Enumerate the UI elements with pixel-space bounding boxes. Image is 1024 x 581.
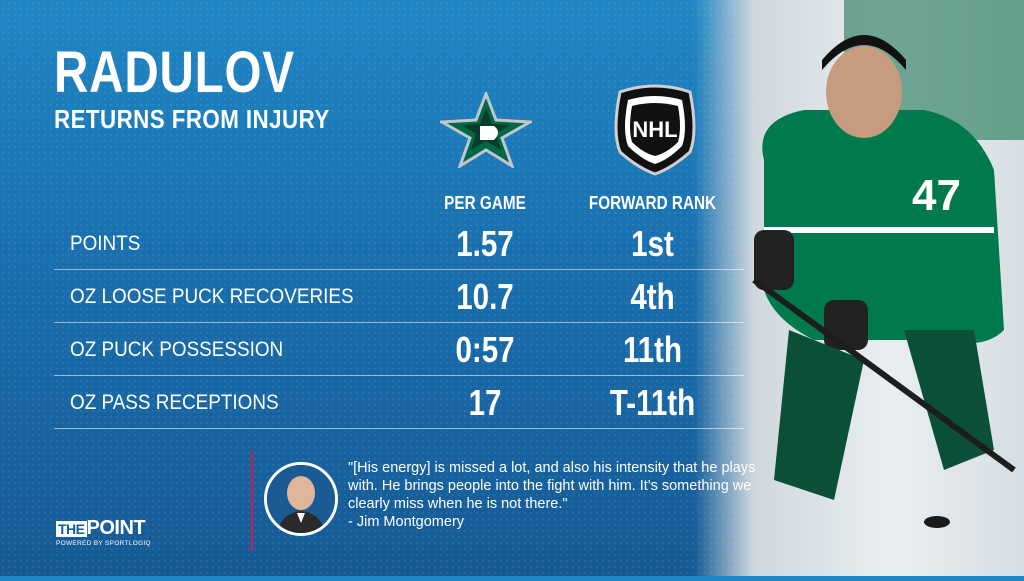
per-game-value: 0:57 [455,329,515,370]
page-subtitle: RETURNS FROM INJURY [54,104,330,134]
column-header-per-game: PER GAME [444,193,526,213]
quote-divider [251,451,253,551]
coach-quote: "[His energy] is missed a lot, and also … [348,459,768,531]
nhl-logo-text: NHL [632,117,677,142]
player-leg-right [904,330,994,470]
table-row: OZ LOOSE PUCK RECOVERIES 10.7 4th [54,269,744,323]
brand-the: THE [56,520,87,537]
hockey-stick [752,277,1016,473]
brand-tagline: POWERED BY SPORTLOGIQ [56,540,151,547]
brand-name: POINT [86,517,146,539]
page-title: RADULOV [54,40,295,105]
per-game-value: 17 [468,382,502,423]
player-photo: 47 [694,0,1024,576]
row-label: OZ PUCK POSSESSION [70,338,284,361]
brand-logo: THE POINT POWERED BY SPORTLOGIQ [56,518,151,547]
table-row: POINTS 1.57 1st [54,216,744,270]
table-row: OZ PASS RECEPTIONS 17 T-11th [54,375,744,429]
quote-text: "[His energy] is missed a lot, and also … [348,460,756,512]
player-face [826,46,902,138]
quote-attribution: - Jim Montgomery [348,514,465,530]
player-legs [774,330,864,500]
player-helmet [822,35,906,70]
coach-portrait-icon [267,465,335,533]
forward-rank-value: 4th [630,276,675,317]
player-glove-left [754,230,794,290]
table-row: OZ PUCK POSSESSION 0:57 11th [54,322,744,376]
forward-rank-value: T-11th [609,382,696,423]
per-game-value: 1.57 [456,223,514,264]
nhl-logo: NHL [614,84,696,176]
player-jersey [762,110,1004,344]
per-game-value: 10.7 [456,276,514,317]
dallas-stars-logo [440,92,532,168]
forward-rank-value: 1st [631,223,674,264]
jersey-number: 47 [912,171,961,220]
avatar [264,462,338,536]
forward-rank-value: 11th [622,329,683,370]
player-glove-right [824,300,868,350]
row-label: OZ PASS RECEPTIONS [70,391,279,414]
column-header-forward-rank: FORWARD RANK [588,193,717,213]
player-illustration: 47 [752,0,1024,500]
hockey-puck [924,516,950,528]
row-label: POINTS [70,232,141,255]
row-label: OZ LOOSE PUCK RECOVERIES [70,285,354,308]
